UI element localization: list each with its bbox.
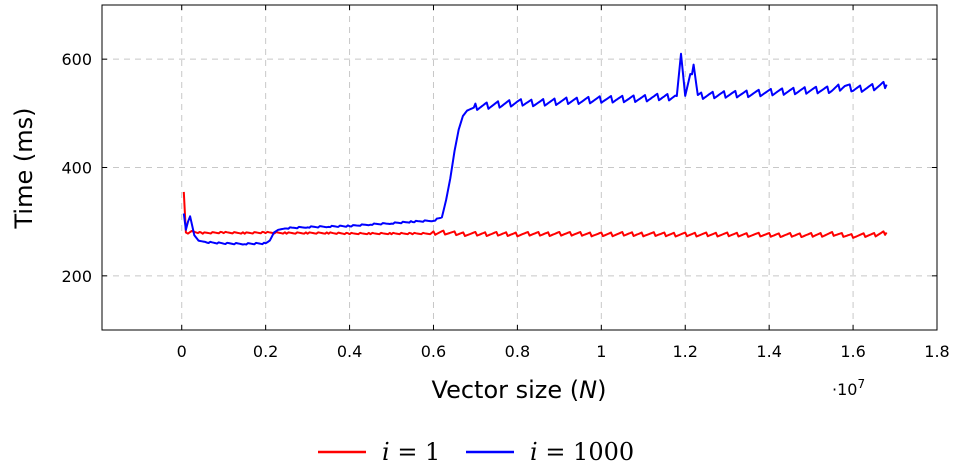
x-tick-label: 0.4 xyxy=(337,342,362,361)
y-axis-title: Time (ms) xyxy=(10,108,38,230)
x-tick-label: 1 xyxy=(596,342,606,361)
axis-ticks: 0 0.2 0.4 0.6 0.8 1 1.2 1.4 1.6 1.8 200 400 600 xyxy=(61,5,950,361)
x-axis-title: Vector size (N) xyxy=(432,376,607,404)
legend-label-i1: i = 1 xyxy=(382,438,440,465)
x-tick-label: 0.8 xyxy=(505,342,530,361)
y-tick-label: 400 xyxy=(61,159,92,178)
series-lines xyxy=(182,52,888,246)
x-tick-label: 0.2 xyxy=(253,342,278,361)
legend-label-i1000: i = 1000 xyxy=(530,438,634,465)
y-tick-label: 600 xyxy=(61,50,92,69)
legend: i = 1 i = 1000 xyxy=(318,438,634,465)
x-tick-label: 0.6 xyxy=(421,342,446,361)
x-tick-label: 1.4 xyxy=(756,342,781,361)
x-tick-label: 1.6 xyxy=(840,342,865,361)
y-tick-label: 200 xyxy=(61,267,92,286)
x-scale-note: ·107 xyxy=(832,377,865,399)
series-line-i1 xyxy=(182,191,888,239)
grid-lines xyxy=(102,5,938,330)
series-line-i1000 xyxy=(182,52,888,246)
x-tick-label: 0 xyxy=(177,342,187,361)
x-tick-label: 1.8 xyxy=(924,342,949,361)
x-tick-label: 1.2 xyxy=(673,342,698,361)
